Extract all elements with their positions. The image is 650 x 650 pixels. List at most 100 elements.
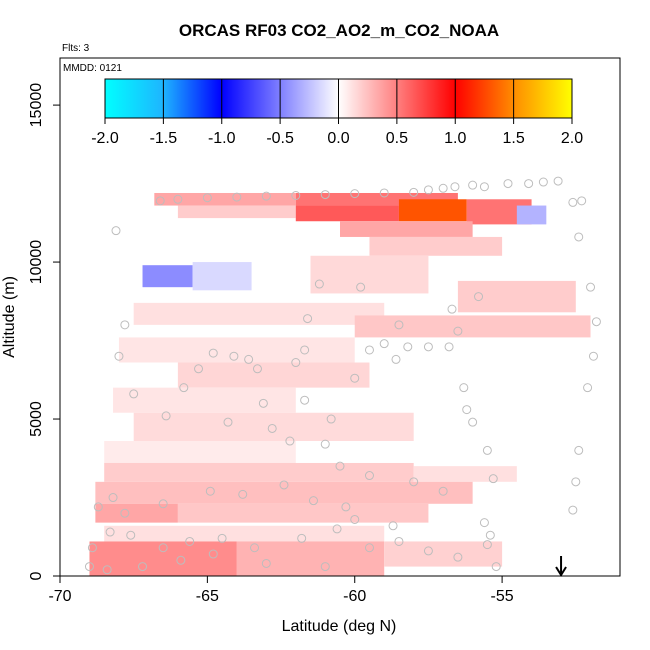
- heatmap-cell: [104, 525, 385, 542]
- sample-point: [588, 351, 598, 361]
- sample-point: [158, 499, 168, 509]
- sample-point: [320, 439, 330, 449]
- y-axis: 0 5000 10000 15000: [28, 83, 60, 580]
- sample-point: [208, 549, 218, 559]
- y-axis-label: Altitude (m): [1, 276, 18, 358]
- sample-point: [409, 477, 419, 487]
- colorbar-dividers: [162, 79, 515, 118]
- colorbar-tick-label: 1.5: [503, 130, 525, 147]
- sample-point: [252, 364, 262, 374]
- x-axis: -70 -65 -60 -55: [48, 576, 514, 605]
- sample-point: [155, 196, 165, 206]
- plot-frame: [59, 57, 621, 577]
- heatmap-cell: [516, 205, 547, 225]
- sample-point: [308, 496, 318, 506]
- sample-point: [462, 405, 472, 415]
- colorbar-tick-label: 0.0: [327, 130, 349, 147]
- sample-point: [161, 411, 171, 421]
- x-tick-label: -65: [196, 588, 219, 605]
- sample-point: [479, 518, 489, 528]
- heatmap-cell: [310, 255, 429, 294]
- sample-point: [586, 282, 596, 292]
- sample-point: [297, 533, 307, 543]
- heatmap-cell: [295, 205, 399, 222]
- sample-point: [320, 190, 330, 200]
- colorbar-tick-label: -1.0: [208, 130, 236, 147]
- sample-point: [364, 345, 374, 355]
- sample-point: [261, 558, 271, 568]
- heatmap-cell: [142, 265, 193, 288]
- sample-point: [423, 342, 433, 352]
- sample-point: [444, 342, 454, 352]
- flights-label: Flts: 3: [62, 43, 90, 54]
- heatmap-cell: [133, 302, 385, 325]
- heatmap-cell: [154, 192, 296, 206]
- sample-point: [291, 358, 301, 368]
- colorbar: -2.0 -1.5 -1.0 -0.5 0.0 0.5 1.0 1.5 2.0: [91, 78, 583, 147]
- sample-point: [185, 536, 195, 546]
- sample-point: [126, 530, 136, 540]
- sample-point: [120, 508, 130, 518]
- sample-point: [479, 182, 489, 192]
- y-tick-label: 5000: [28, 401, 45, 437]
- sample-point: [503, 179, 513, 189]
- sample-point: [356, 282, 366, 292]
- y-tick-label: 15000: [28, 83, 45, 128]
- sample-point: [574, 445, 584, 455]
- sample-point: [194, 364, 204, 374]
- heatmap-layer: [89, 192, 591, 576]
- sample-point: [577, 196, 587, 206]
- sample-point: [447, 304, 457, 314]
- sample-point: [202, 193, 212, 203]
- sample-point: [474, 292, 484, 302]
- sample-point: [87, 543, 97, 553]
- sample-point: [267, 423, 277, 433]
- x-axis-label: Latitude (deg N): [282, 618, 397, 635]
- heatmap-cell: [104, 441, 296, 463]
- heatmap-cell: [340, 221, 473, 237]
- sample-point: [223, 417, 233, 427]
- sample-point: [129, 389, 139, 399]
- sample-point: [232, 192, 242, 202]
- sample-point: [453, 326, 463, 336]
- sample-point: [205, 486, 215, 496]
- sample-point: [394, 536, 404, 546]
- colorbar-tick-label: 0.5: [386, 130, 408, 147]
- sample-point: [261, 191, 271, 201]
- down-arrow-icon: [555, 556, 567, 577]
- sample-point: [491, 562, 501, 572]
- heatmap-cell: [177, 503, 429, 523]
- sample-point: [279, 480, 289, 490]
- sample-point: [314, 279, 324, 289]
- sample-point: [93, 502, 103, 512]
- sample-point: [391, 354, 401, 364]
- sample-point: [364, 471, 374, 481]
- sample-point: [468, 180, 478, 190]
- sample-point: [591, 317, 601, 327]
- sample-point: [217, 533, 227, 543]
- sample-point: [176, 555, 186, 565]
- sample-point: [158, 543, 168, 553]
- colorbar-tick-label: -0.5: [266, 130, 294, 147]
- colorbar-ticks: -2.0 -1.5 -1.0 -0.5 0.0 0.5 1.0 1.5 2.0: [91, 118, 583, 147]
- sample-point: [388, 521, 398, 531]
- heatmap-cell: [192, 262, 252, 291]
- chart-title: ORCAS RF03 CO2_AO2_m_CO2_NOAA: [179, 21, 499, 40]
- sample-point: [238, 489, 248, 499]
- sample-point: [102, 565, 112, 575]
- heatmap-cell: [384, 541, 503, 567]
- sample-point: [208, 348, 218, 358]
- heatmap-cell: [236, 541, 385, 576]
- sample-point: [364, 543, 374, 553]
- sample-point: [291, 191, 301, 201]
- sample-point: [335, 461, 345, 471]
- sample-point: [300, 395, 310, 405]
- sample-point: [423, 546, 433, 556]
- sample-point: [403, 342, 413, 352]
- x-tick-label: -70: [48, 588, 71, 605]
- sample-point: [114, 351, 124, 361]
- heatmap-cell: [398, 199, 467, 222]
- y-tick-label: 10000: [28, 240, 45, 285]
- sample-point: [568, 505, 578, 515]
